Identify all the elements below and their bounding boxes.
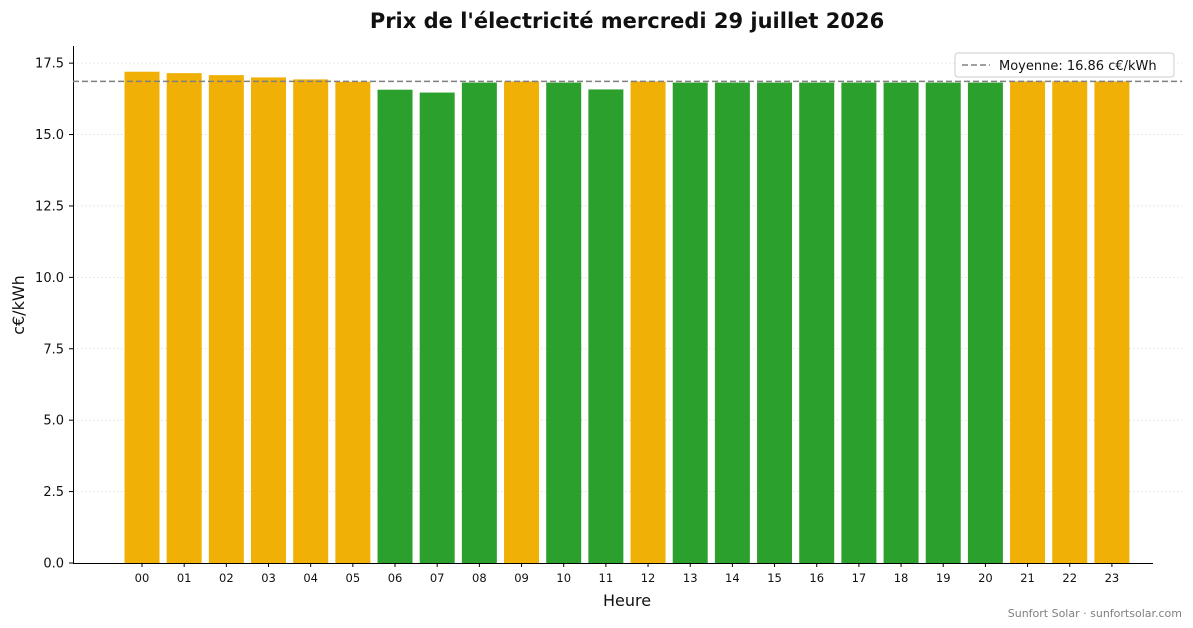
x-tick-label: 13 — [683, 571, 698, 585]
x-tick-label: 02 — [219, 571, 234, 585]
bar-hour-15 — [757, 82, 793, 563]
x-tick-label: 01 — [177, 571, 192, 585]
legend-average-label: Moyenne: 16.86 c€/kWh — [999, 59, 1157, 74]
x-tick-label: 15 — [767, 571, 782, 585]
bar-hour-13 — [672, 82, 708, 563]
bar-hour-17 — [841, 82, 877, 563]
bar-hour-08 — [461, 82, 497, 563]
y-tick-label: 5.0 — [43, 414, 64, 429]
x-tick-label: 14 — [725, 571, 740, 585]
x-tick-label: 20 — [978, 571, 993, 585]
bar-hour-21 — [1010, 81, 1046, 563]
bar-hour-18 — [883, 82, 919, 563]
bar-hour-14 — [714, 82, 750, 563]
x-tick-label: 19 — [936, 571, 951, 585]
y-axis-label: c€/kWh — [9, 275, 28, 335]
bar-hour-03 — [251, 77, 287, 563]
x-tick-label: 23 — [1105, 571, 1120, 585]
x-tick-label: 17 — [852, 571, 867, 585]
x-tick-label: 05 — [346, 571, 361, 585]
chart-title: Prix de l'électricité mercredi 29 juille… — [370, 9, 884, 33]
x-tick-label: 00 — [135, 571, 150, 585]
x-axis-label: Heure — [603, 591, 651, 610]
y-tick-label: 17.5 — [35, 57, 64, 72]
bar-hour-01 — [166, 73, 202, 563]
axes — [73, 46, 1153, 564]
bar-hour-04 — [293, 79, 329, 563]
bar-hour-07 — [419, 92, 455, 563]
legend-box — [954, 52, 1175, 78]
y-tick-label: 12.5 — [35, 199, 64, 214]
x-tick-label: 22 — [1062, 571, 1077, 585]
bar-hour-12 — [630, 81, 666, 563]
bars — [124, 71, 1130, 564]
x-tick-label: 07 — [430, 571, 445, 585]
x-tick-label: 09 — [514, 571, 529, 585]
x-tick-label: 12 — [641, 571, 656, 585]
bar-hour-00 — [124, 71, 160, 563]
x-tick-label: 03 — [261, 571, 276, 585]
x-tick-label: 04 — [303, 571, 318, 585]
x-tick-label: 10 — [556, 571, 571, 585]
bar-hour-09 — [504, 81, 540, 563]
x-ticks: 00 01 02 03 04 05 06 07 08 09 10 11 12 13 14 15 16 17 18 19… — [135, 563, 1120, 585]
bar-hour-16 — [799, 82, 835, 563]
x-tick-label: 08 — [472, 571, 487, 585]
x-tick-label: 18 — [894, 571, 909, 585]
x-tick-label: 16 — [809, 571, 824, 585]
y-tick-label: 2.5 — [43, 485, 64, 500]
x-tick-label: 21 — [1020, 571, 1035, 585]
bar-hour-02 — [208, 75, 244, 564]
footer-credit: Sunfort Solar · sunfortsolar.com — [1008, 607, 1182, 620]
y-tick-label: 7.5 — [43, 342, 64, 357]
bar-hour-10 — [546, 82, 582, 563]
bar-hour-11 — [588, 89, 624, 564]
y-ticks: 0.0 2.5 5.0 7.5 10.0 12.5 15.0 17.5 — [35, 57, 73, 572]
y-tick-label: 10.0 — [35, 271, 64, 286]
legend: Moyenne: 16.86 c€/kWh — [954, 52, 1175, 78]
bar-hour-20 — [967, 82, 1003, 563]
bar-hour-23 — [1094, 81, 1130, 563]
x-tick-label: 11 — [599, 571, 614, 585]
x-tick-label: 06 — [388, 571, 403, 585]
bar-hour-19 — [925, 82, 961, 563]
y-tick-label: 0.0 — [43, 557, 64, 572]
bar-hour-22 — [1052, 81, 1088, 563]
bar-hour-06 — [377, 89, 413, 563]
y-tick-label: 15.0 — [35, 128, 64, 143]
bar-hour-05 — [335, 81, 371, 564]
